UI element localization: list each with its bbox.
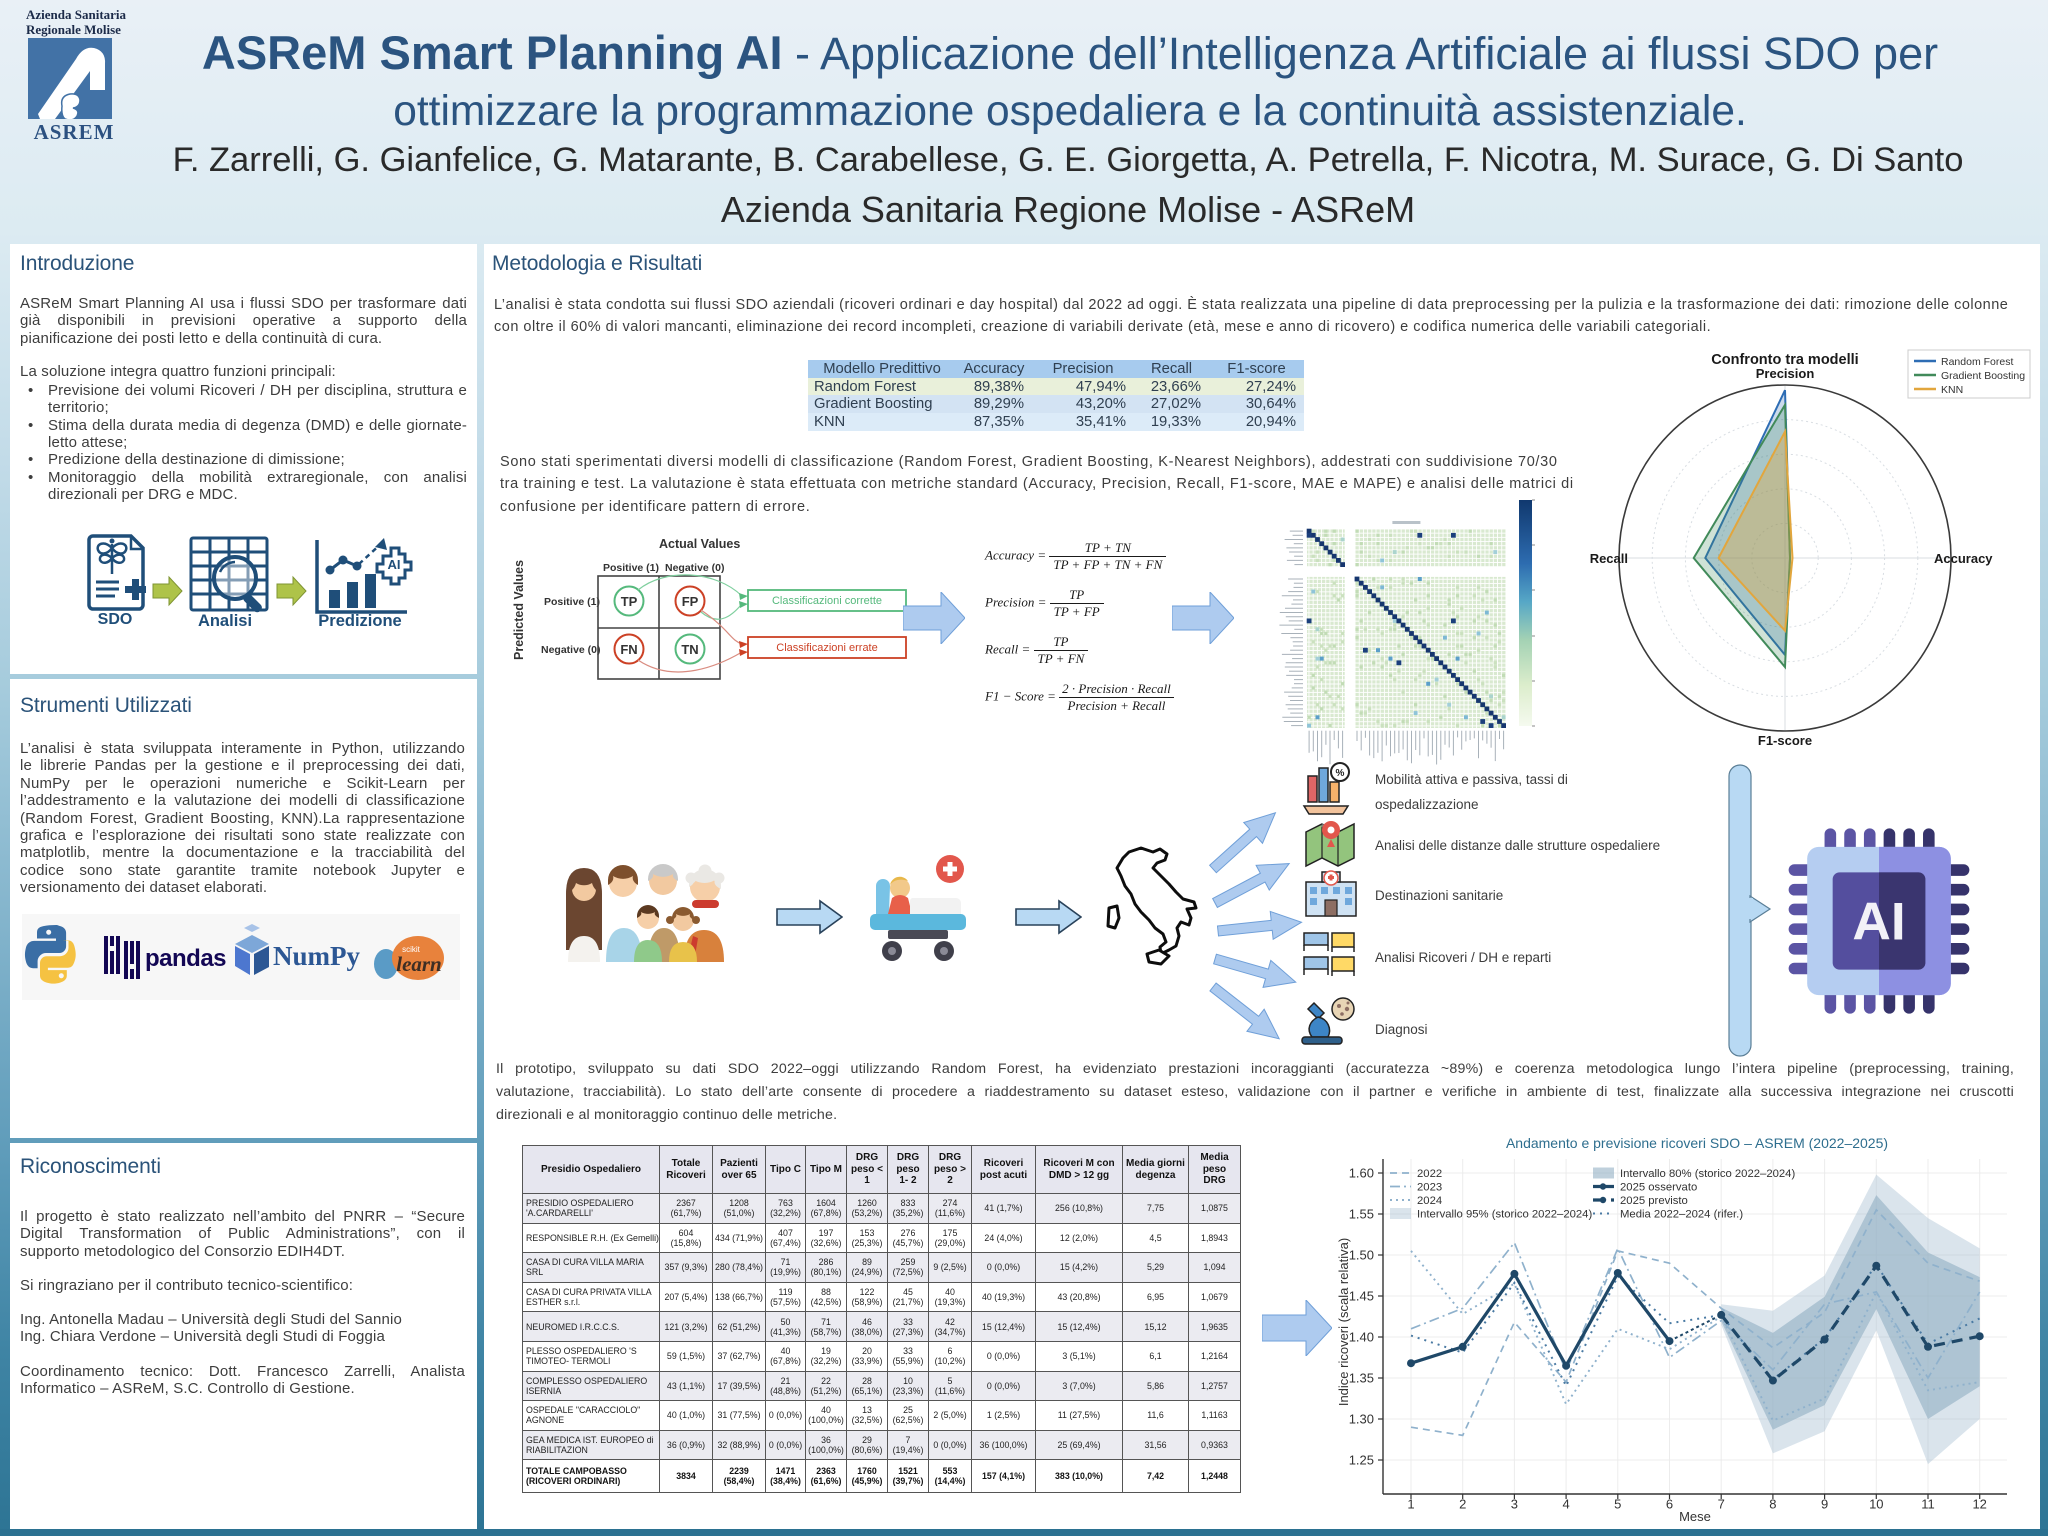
- svg-text:Classificazioni errate: Classificazioni errate: [776, 642, 877, 654]
- svg-text:1.55: 1.55: [1349, 1207, 1374, 1222]
- svg-text:10: 10: [1869, 1497, 1883, 1512]
- svg-text:AI: AI: [388, 557, 401, 572]
- svg-text:Media 2022–2024 (rifer.): Media 2022–2024 (rifer.): [1620, 1209, 1743, 1221]
- svg-text:Predicted Values: Predicted Values: [512, 560, 526, 660]
- svg-text:Confronto tra modelli: Confronto tra modelli: [1711, 352, 1858, 368]
- svg-text:Actual Values: Actual Values: [659, 537, 740, 551]
- svg-text:7: 7: [1718, 1497, 1725, 1512]
- svg-text:Accuracy: Accuracy: [1934, 551, 1993, 566]
- svg-text:Classificazioni corrette: Classificazioni corrette: [772, 595, 882, 607]
- svg-text:Positive (1): Positive (1): [603, 562, 659, 574]
- svg-text:scikit: scikit: [402, 945, 421, 954]
- svg-text:AI: AI: [1852, 893, 1905, 952]
- svg-text:Gradient Boosting: Gradient Boosting: [1941, 370, 2025, 382]
- svg-text:Indice ricoveri (scala relativ: Indice ricoveri (scala relativa): [1336, 1238, 1351, 1406]
- svg-text:2024: 2024: [1417, 1195, 1442, 1207]
- svg-text:6: 6: [1666, 1497, 1673, 1512]
- svg-text:11: 11: [1921, 1497, 1935, 1512]
- svg-text:2023: 2023: [1417, 1182, 1442, 1194]
- svg-text:4: 4: [1562, 1497, 1569, 1512]
- svg-text:F1-score: F1-score: [1758, 733, 1812, 748]
- svg-text:Mese: Mese: [1679, 1509, 1711, 1522]
- svg-text:1.30: 1.30: [1349, 1412, 1374, 1427]
- svg-text:TN: TN: [681, 642, 698, 657]
- svg-text:FP: FP: [682, 594, 699, 609]
- svg-text:pandas: pandas: [145, 945, 226, 972]
- svg-text:learn: learn: [396, 952, 442, 976]
- svg-text:12: 12: [1972, 1497, 1986, 1512]
- svg-text:1.35: 1.35: [1349, 1371, 1374, 1386]
- svg-text:5: 5: [1614, 1497, 1621, 1512]
- svg-text:9: 9: [1821, 1497, 1828, 1512]
- svg-text:Intervallo 95% (storico 2022–2: Intervallo 95% (storico 2022–2024): [1417, 1209, 1592, 1221]
- svg-text:2: 2: [1459, 1497, 1466, 1512]
- svg-text:1.50: 1.50: [1349, 1248, 1374, 1263]
- svg-text:1: 1: [1407, 1497, 1414, 1512]
- svg-text:1.25: 1.25: [1349, 1453, 1374, 1468]
- svg-text:Negative (0): Negative (0): [665, 562, 725, 574]
- svg-text:2025 previsto: 2025 previsto: [1620, 1195, 1688, 1207]
- svg-text:KNN: KNN: [1941, 384, 1963, 396]
- svg-text:%: %: [1336, 768, 1345, 779]
- svg-text:8: 8: [1769, 1497, 1776, 1512]
- svg-text:1.45: 1.45: [1349, 1289, 1374, 1304]
- svg-text:Negative (0): Negative (0): [541, 644, 601, 656]
- svg-text:2025 osservato: 2025 osservato: [1620, 1182, 1697, 1194]
- svg-text:Precision: Precision: [1756, 366, 1815, 381]
- svg-text:NumPy: NumPy: [273, 941, 360, 971]
- svg-text:Random Forest: Random Forest: [1941, 356, 2013, 368]
- svg-text:TP: TP: [621, 594, 638, 609]
- svg-text:Intervallo 80% (storico 2022–2: Intervallo 80% (storico 2022–2024): [1620, 1168, 1795, 1180]
- svg-text:FN: FN: [620, 642, 637, 657]
- svg-text:2022: 2022: [1417, 1168, 1442, 1180]
- svg-text:3: 3: [1511, 1497, 1518, 1512]
- svg-text:Positive (1): Positive (1): [544, 596, 600, 608]
- svg-text:1.40: 1.40: [1349, 1330, 1374, 1345]
- svg-text:1.60: 1.60: [1349, 1166, 1374, 1181]
- svg-text:Andamento e previsione ricover: Andamento e previsione ricoveri SDO – AS…: [1506, 1135, 1888, 1151]
- svg-text:Recall: Recall: [1590, 551, 1628, 566]
